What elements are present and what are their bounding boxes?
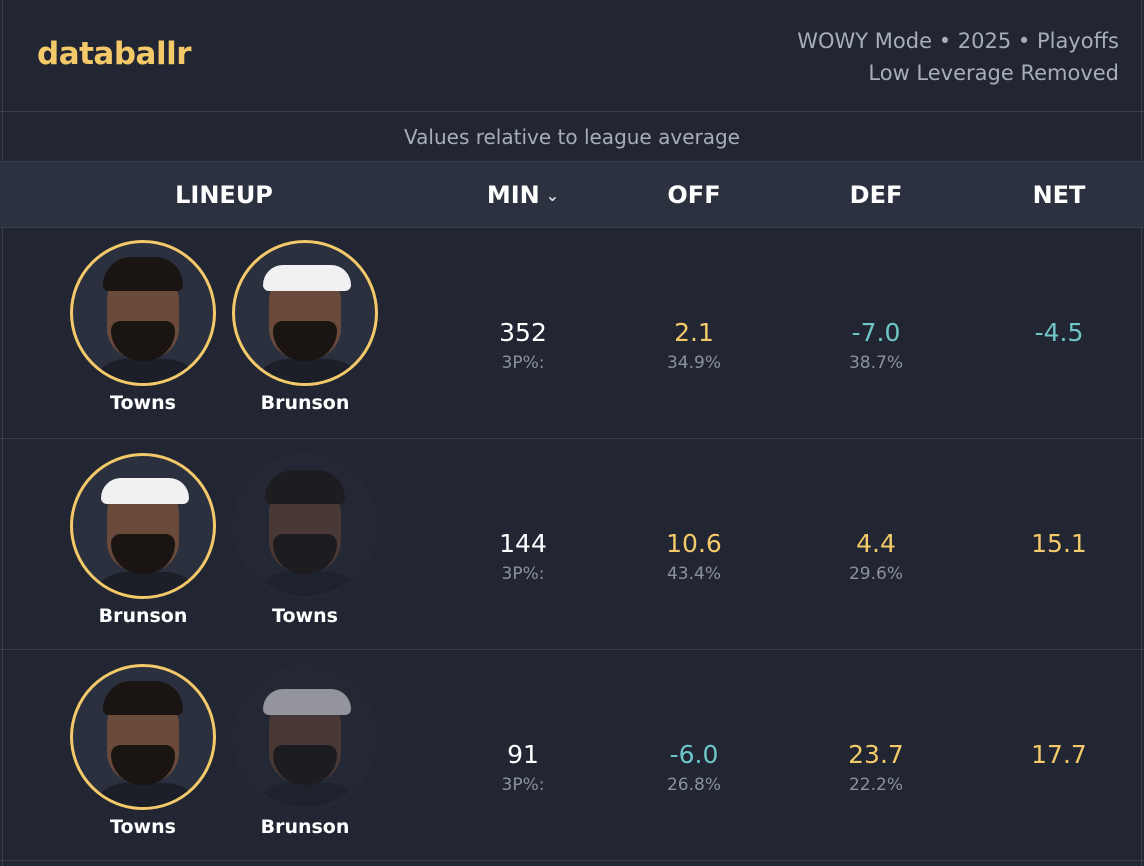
player-name: Brunson xyxy=(260,392,350,414)
column-header-min-label: MIN xyxy=(486,181,540,209)
off-cell: -6.0 26.8% xyxy=(604,740,784,796)
player-towns[interactable]: Towns xyxy=(67,664,219,838)
off-sub: 26.8% xyxy=(666,775,721,795)
column-header-net[interactable]: NET xyxy=(1032,181,1086,209)
column-header-lineup: LINEUP xyxy=(175,181,273,209)
net-value: 17.7 xyxy=(1031,740,1087,769)
player-name: Towns xyxy=(272,605,338,627)
relative-note: Values relative to league average xyxy=(0,112,1144,162)
player-towns[interactable]: Towns xyxy=(229,453,381,627)
player-name: Towns xyxy=(110,392,176,414)
player-brunson[interactable]: Brunson xyxy=(229,664,381,838)
min-value: 144 xyxy=(499,529,547,558)
table-row[interactable]: Brunson Towns 144 3P%: 10.6 43.4% 4.4 29… xyxy=(0,439,1144,650)
def-sub: 38.7% xyxy=(848,353,903,373)
off-value: 10.6 xyxy=(666,529,722,558)
def-cell: -7.0 38.7% xyxy=(786,318,966,374)
min-value: 352 xyxy=(499,318,547,347)
def-sub: 22.2% xyxy=(848,775,903,795)
min-cell: 352 3P%: xyxy=(433,318,613,374)
off-cell: 2.1 34.9% xyxy=(604,318,784,374)
off-sub: 34.9% xyxy=(666,353,721,373)
player-headshot xyxy=(70,240,216,386)
net-value: -4.5 xyxy=(1034,318,1084,347)
def-value: 4.4 xyxy=(856,529,896,558)
off-value: 2.1 xyxy=(674,318,714,347)
mode-info: WOWY Mode • 2025 • Playoffs Low Leverage… xyxy=(797,25,1119,89)
player-name: Brunson xyxy=(98,605,188,627)
column-header-def[interactable]: DEF xyxy=(849,181,903,209)
player-towns[interactable]: Towns xyxy=(67,240,219,414)
chevron-down-icon: ⌄ xyxy=(545,186,560,205)
table-row[interactable]: Towns Brunson 91 3P%: -6.0 26.8% 23.7 22… xyxy=(0,650,1144,861)
player-brunson[interactable]: Brunson xyxy=(229,240,381,414)
min-sub: 3P%: xyxy=(501,353,545,373)
def-value: 23.7 xyxy=(848,740,904,769)
column-header-min[interactable]: MIN ⌄ xyxy=(433,162,613,228)
min-sub: 3P%: xyxy=(501,564,545,584)
net-cell: -4.5 xyxy=(969,318,1144,348)
min-cell: 91 3P%: xyxy=(433,740,613,796)
header: databallr WOWY Mode • 2025 • Playoffs Lo… xyxy=(0,0,1144,112)
off-value: -6.0 xyxy=(669,740,719,769)
table-header: LINEUP MIN ⌄ OFF DEF NET xyxy=(0,162,1144,228)
table-row[interactable]: Towns Brunson 352 3P%: 2.1 34.9% -7.0 38… xyxy=(0,228,1144,439)
net-value: 15.1 xyxy=(1031,529,1087,558)
net-cell: 17.7 xyxy=(969,740,1144,770)
min-sub: 3P%: xyxy=(501,775,545,795)
player-name: Brunson xyxy=(260,816,350,838)
def-cell: 4.4 29.6% xyxy=(786,529,966,585)
player-headshot xyxy=(70,453,216,599)
mode-line: WOWY Mode • 2025 • Playoffs xyxy=(797,29,1119,53)
player-headshot xyxy=(232,240,378,386)
min-cell: 144 3P%: xyxy=(433,529,613,585)
player-brunson[interactable]: Brunson xyxy=(67,453,219,627)
player-name: Towns xyxy=(110,816,176,838)
player-headshot xyxy=(70,664,216,810)
column-header-off[interactable]: OFF xyxy=(667,181,721,209)
def-value: -7.0 xyxy=(851,318,901,347)
off-sub: 43.4% xyxy=(666,564,721,584)
filter-line: Low Leverage Removed xyxy=(868,61,1119,85)
player-headshot-off-court xyxy=(232,453,378,599)
def-sub: 29.6% xyxy=(848,564,903,584)
min-value: 91 xyxy=(507,740,539,769)
off-cell: 10.6 43.4% xyxy=(604,529,784,585)
net-cell: 15.1 xyxy=(969,529,1144,559)
def-cell: 23.7 22.2% xyxy=(786,740,966,796)
brand-logo[interactable]: databallr xyxy=(37,36,192,72)
player-headshot-off-court xyxy=(232,664,378,810)
